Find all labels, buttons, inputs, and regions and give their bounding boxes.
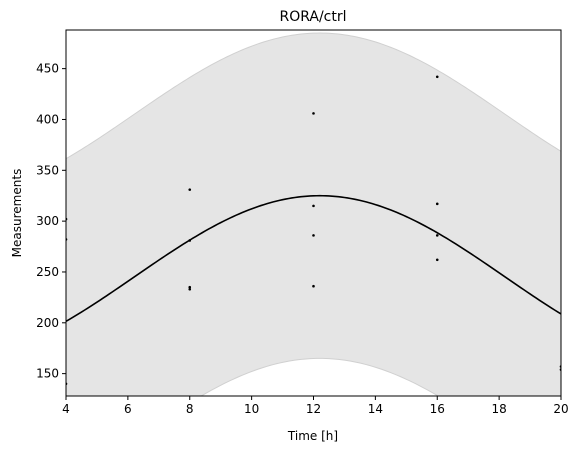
data-point: [312, 204, 315, 208]
data-point: [188, 285, 192, 289]
x-tick-label: 10: [244, 402, 259, 416]
data-point: [435, 234, 439, 237]
data-point: [188, 287, 192, 291]
confidence-band-layer: [66, 32, 561, 396]
x-axis-label: Time [h]: [287, 429, 338, 443]
data-point: [435, 258, 439, 262]
data-point: [312, 284, 315, 288]
fit-curve-layer: [66, 194, 561, 323]
data-point: [312, 112, 315, 115]
chart-title: RORA/ctrl: [279, 9, 346, 25]
y-axis: 150 200 250 300 350 400 450: [36, 62, 66, 381]
y-axis-label: Measurements: [10, 169, 24, 258]
x-tick-label: 14: [368, 402, 383, 416]
y-tick-label: 400: [36, 112, 59, 126]
x-tick-label: 16: [430, 402, 445, 416]
y-tick-label: 200: [36, 316, 59, 330]
data-point: [435, 202, 439, 206]
confidence-band: [66, 33, 561, 396]
data-point: [312, 234, 315, 237]
y-tick-label: 250: [36, 265, 59, 279]
x-tick-label: 4: [62, 402, 70, 416]
x-tick-label: 20: [553, 402, 568, 416]
data-point: [435, 75, 439, 79]
fit-curve: [66, 194, 561, 323]
data-point: [188, 239, 192, 242]
x-tick-label: 18: [491, 402, 506, 416]
x-tick-label: 6: [124, 402, 132, 416]
x-tick-label: 12: [306, 402, 321, 416]
y-tick-label: 450: [36, 62, 59, 76]
x-tick-label: 8: [186, 402, 194, 416]
y-tick-label: 150: [36, 367, 59, 381]
data-point: [188, 188, 192, 191]
x-axis: 4 6 8 10 12 14 16 18 20: [62, 396, 569, 416]
band-upper-edge: [66, 32, 561, 160]
y-tick-label: 300: [36, 214, 59, 228]
y-tick-label: 350: [36, 163, 59, 177]
band-lower-edge: [200, 357, 440, 396]
